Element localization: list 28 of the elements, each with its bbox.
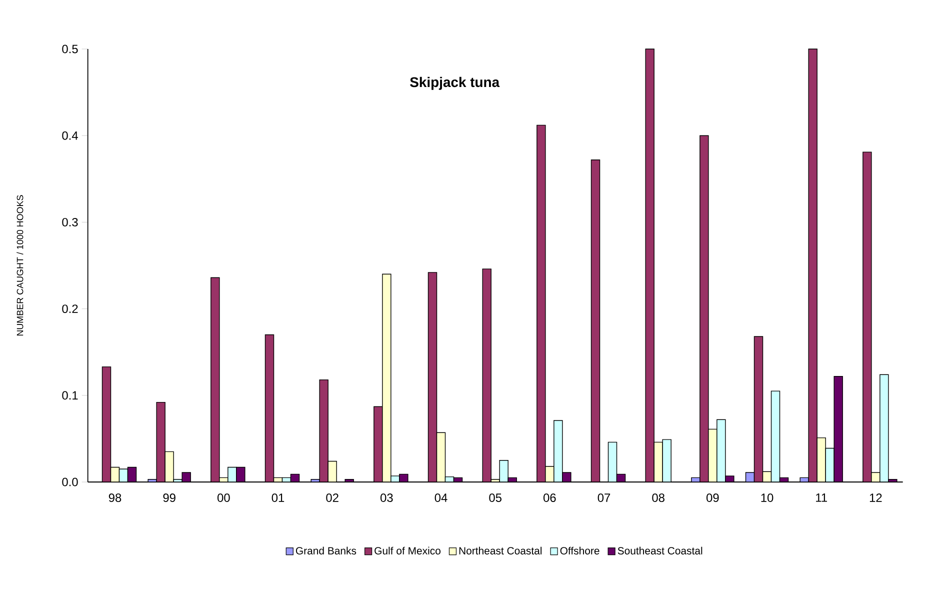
x-tick-label: 11 bbox=[816, 494, 827, 502]
x-tick-label: 05 bbox=[489, 494, 502, 502]
legend-label: Northeast Coastal bbox=[459, 546, 542, 554]
y-tick-label: 0.2 bbox=[62, 304, 78, 314]
legend-label: Gulf of Mexico bbox=[374, 546, 440, 554]
legend-label: Grand Banks bbox=[296, 546, 356, 554]
x-tick-label: 03 bbox=[380, 494, 393, 502]
x-tick-label: 01 bbox=[272, 494, 284, 502]
y-tick-label: 0.5 bbox=[62, 44, 78, 54]
text: Skipjack tuna bbox=[410, 76, 500, 90]
x-tick-label: 98 bbox=[108, 494, 122, 502]
x-tick-label: 08 bbox=[652, 494, 664, 502]
y-tick-label: 0.4 bbox=[62, 131, 78, 140]
x-tick-label: 10 bbox=[761, 494, 774, 502]
legend-label: Southeast Coastal bbox=[618, 546, 702, 554]
x-tick-label: 02 bbox=[326, 494, 338, 502]
y-axis-title: NUMBER CAUGHT / 1000 HOOKS bbox=[16, 195, 24, 336]
y-tick-label: 0.0 bbox=[62, 478, 78, 486]
x-tick-label: 06 bbox=[543, 494, 556, 502]
x-tick-label: 07 bbox=[598, 494, 610, 502]
legend-label: Offshore bbox=[560, 546, 600, 554]
x-tick-label: 04 bbox=[434, 494, 448, 502]
y-tick-label: 0.1 bbox=[62, 391, 78, 400]
x-tick-label: 12 bbox=[870, 494, 882, 502]
x-tick-label: 99 bbox=[163, 494, 176, 502]
x-tick-label: 09 bbox=[706, 494, 719, 502]
x-tick-label: 00 bbox=[217, 494, 230, 502]
y-tick-label: 0.3 bbox=[62, 218, 78, 226]
